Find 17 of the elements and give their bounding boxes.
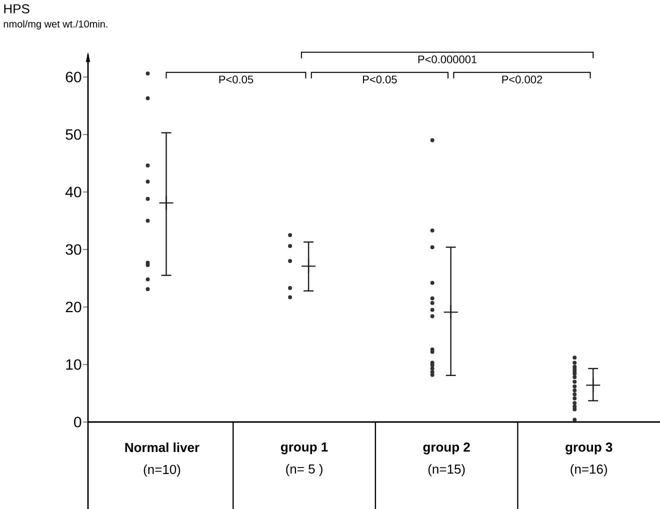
x-tick-label: Normal liver (n=10) bbox=[125, 442, 200, 477]
annotation: P<0.000001 bbox=[418, 55, 477, 64]
x-tick-label: group 2 (n=15) bbox=[423, 442, 470, 476]
y-tick-label: 60 bbox=[66, 72, 82, 82]
x-tick-label: group 1 (n= 5 ) bbox=[280, 442, 328, 476]
y-tick-label: 30 bbox=[66, 244, 82, 255]
y-tick-label: 50 bbox=[66, 129, 82, 140]
annotation: P<0.002 bbox=[502, 76, 542, 84]
y-tick-label: 20 bbox=[66, 302, 82, 312]
annotation: P<0.05 bbox=[363, 76, 397, 84]
y-axis-title: HPS bbox=[4, 4, 30, 14]
x-tick-label: group 3 (n=16) bbox=[566, 442, 612, 476]
text: nmol/mg wet wt./10min. bbox=[4, 20, 108, 30]
y-tick-label: 40 bbox=[65, 186, 82, 198]
y-tick-label: 10 bbox=[66, 359, 82, 370]
y-tick-label: 0 bbox=[74, 416, 82, 428]
annotation: P<0.05 bbox=[219, 76, 254, 84]
